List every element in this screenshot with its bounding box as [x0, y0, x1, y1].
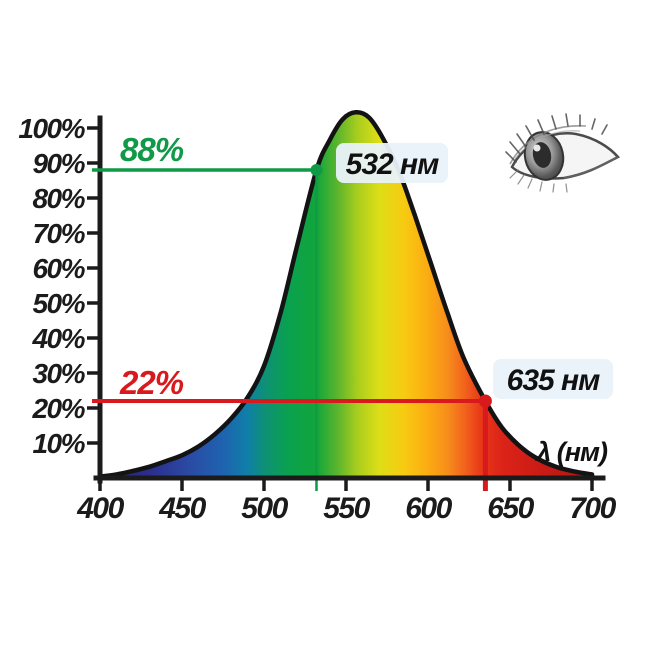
annotation-88-percent: 88%	[120, 131, 184, 168]
y-axis-labels: 100% 90% 80% 70% 60% 50% 40% 30% 20% 10%	[18, 113, 87, 459]
y-tick-80: 80%	[32, 183, 85, 214]
eye-lower-lashes	[509, 169, 568, 193]
callout-635nm-box	[493, 359, 613, 399]
x-tick-400: 400	[76, 492, 124, 525]
x-axis-ticks	[98, 479, 594, 491]
eye-sensitivity-curve-area	[97, 110, 595, 481]
callout-532nm-label: 532 нм	[346, 148, 440, 181]
callout-635nm-label: 635 нм	[507, 364, 601, 397]
y-tick-30: 30%	[32, 358, 85, 389]
y-tick-90: 90%	[32, 148, 85, 179]
x-tick-500: 500	[241, 492, 288, 525]
annotation-22-percent: 22%	[119, 364, 184, 401]
y-tick-70: 70%	[32, 218, 85, 249]
x-tick-700: 700	[569, 492, 616, 525]
x-tick-550: 550	[323, 492, 370, 525]
eye-highlight	[533, 144, 541, 152]
y-tick-100: 100%	[18, 113, 85, 144]
callout-532nm: 532 нм	[336, 143, 448, 183]
eye-sketch-icon	[505, 113, 621, 193]
x-axis-labels: 400 450 500 550 600 650 700	[76, 492, 618, 525]
eye-lashes	[505, 113, 608, 163]
x-tick-450: 450	[158, 492, 206, 525]
y-tick-40: 40%	[31, 323, 85, 354]
y-tick-60: 60%	[32, 253, 85, 284]
y-tick-10: 10%	[32, 428, 85, 459]
eye-lower-lid-line	[563, 156, 619, 179]
callout-635nm: 635 нм	[493, 359, 613, 399]
x-tick-650: 650	[487, 492, 534, 525]
eye-upper-crease	[509, 125, 587, 165]
marker-dot-635	[478, 394, 492, 408]
callout-532nm-box	[336, 143, 448, 183]
y-tick-20: 20%	[31, 393, 85, 424]
marker-dot-532	[310, 164, 323, 176]
y-tick-50: 50%	[32, 288, 85, 319]
x-tick-600: 600	[405, 492, 452, 525]
x-axis-unit-label: λ (нм)	[534, 437, 608, 467]
